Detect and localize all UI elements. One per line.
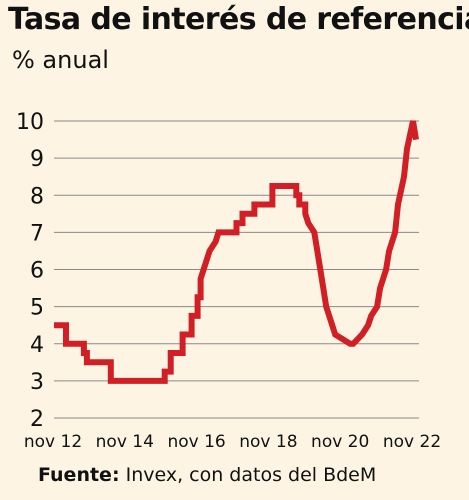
y-tick-label: 8 (30, 184, 44, 209)
y-tick-label: 9 (30, 147, 44, 172)
source-note: Fuente: Invex, con datos del BdeM (38, 464, 376, 486)
y-tick-label: 5 (30, 296, 44, 321)
x-tick-label: nov 16 (167, 432, 225, 452)
chart-title: Tasa de interés de referencia (8, 2, 469, 37)
y-tick-label: 3 (30, 370, 44, 395)
y-axis-ticks: 2 3 4 5 6 7 8 9 10 (16, 110, 44, 432)
chart-subtitle: % anual (12, 46, 109, 74)
source-label: Fuente: (38, 464, 120, 486)
x-axis-ticks: nov 12 nov 14 nov 16 nov 18 nov 20 nov 22 (24, 432, 441, 452)
y-tick-label: 6 (30, 259, 44, 284)
series-line-0 (54, 120, 419, 384)
y-tick-label: 2 (30, 407, 44, 432)
x-tick-label: nov 14 (96, 432, 154, 452)
source-text: Invex, con datos del BdeM (119, 464, 377, 486)
y-tick-label: 7 (30, 221, 44, 246)
x-tick-label: nov 12 (24, 432, 82, 452)
x-tick-label: nov 20 (311, 432, 369, 452)
gridlines (54, 120, 419, 419)
y-tick-label: 10 (16, 110, 44, 135)
x-tick-label: nov 22 (383, 432, 441, 452)
x-tick-label: nov 18 (239, 432, 297, 452)
series-group (54, 120, 419, 384)
y-tick-label: 4 (30, 333, 44, 358)
